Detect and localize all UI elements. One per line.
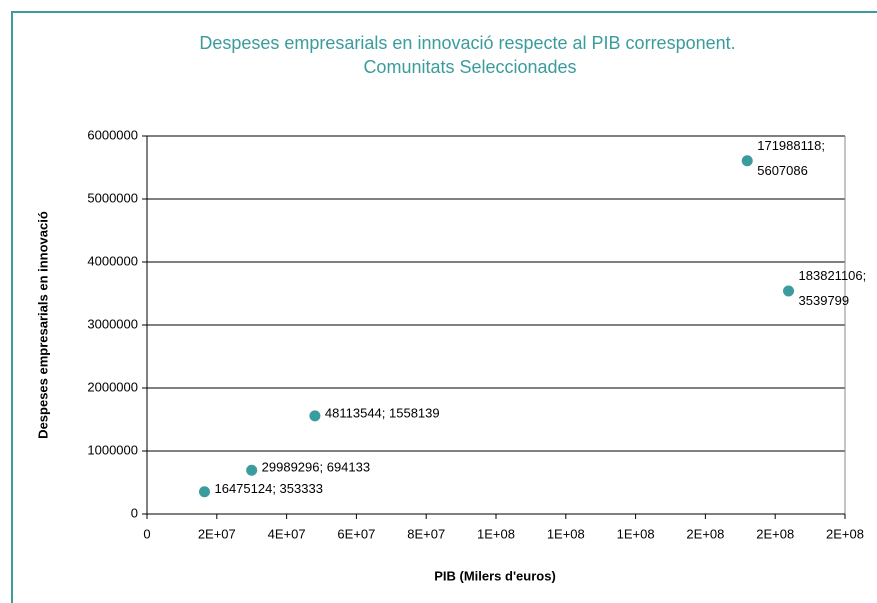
x-tick-label: 0 xyxy=(143,526,150,541)
x-axis-title: PIB (Milers d'euros) xyxy=(434,568,556,583)
x-tick-label: 4E+07 xyxy=(268,526,306,541)
y-axis-title: Despeses empresarials en innovació xyxy=(35,211,50,439)
x-tick-label: 6E+07 xyxy=(337,526,375,541)
x-tick-label: 2E+08 xyxy=(686,526,724,541)
y-tick-label: 2000000 xyxy=(87,379,138,394)
point xyxy=(741,155,753,167)
x-tick-label: 1E+08 xyxy=(477,526,515,541)
chart-frame xyxy=(11,11,877,603)
x-tick-label: 8E+07 xyxy=(407,526,445,541)
data-label: 171988118; 5607086 xyxy=(757,138,828,178)
y-tick-label: 1000000 xyxy=(87,442,138,457)
y-tick-label: 3000000 xyxy=(87,316,138,331)
data-label: 183821106; 3539799 xyxy=(799,268,870,308)
point xyxy=(198,486,210,498)
point xyxy=(783,285,795,297)
x-tick-label: 1E+08 xyxy=(617,526,655,541)
x-tick-label: 1E+08 xyxy=(547,526,585,541)
x-tick-label: 2E+07 xyxy=(198,526,236,541)
chart-title: Despeses empresarials en innovació respe… xyxy=(199,33,740,77)
y-tick-label: 5000000 xyxy=(87,190,138,205)
x-tick-label: 2E+08 xyxy=(756,526,794,541)
point xyxy=(309,410,321,422)
data-label: 48113544; 1558139 xyxy=(325,405,440,420)
y-tick-label: 0 xyxy=(131,505,138,520)
data-label: 29989296; 694133 xyxy=(262,460,370,475)
y-tick-label: 4000000 xyxy=(87,253,138,268)
x-tick-label: 2E+08 xyxy=(826,526,864,541)
data-label: 16475124; 353333 xyxy=(214,481,322,496)
y-tick-label: 6000000 xyxy=(87,127,138,142)
point xyxy=(246,464,258,476)
